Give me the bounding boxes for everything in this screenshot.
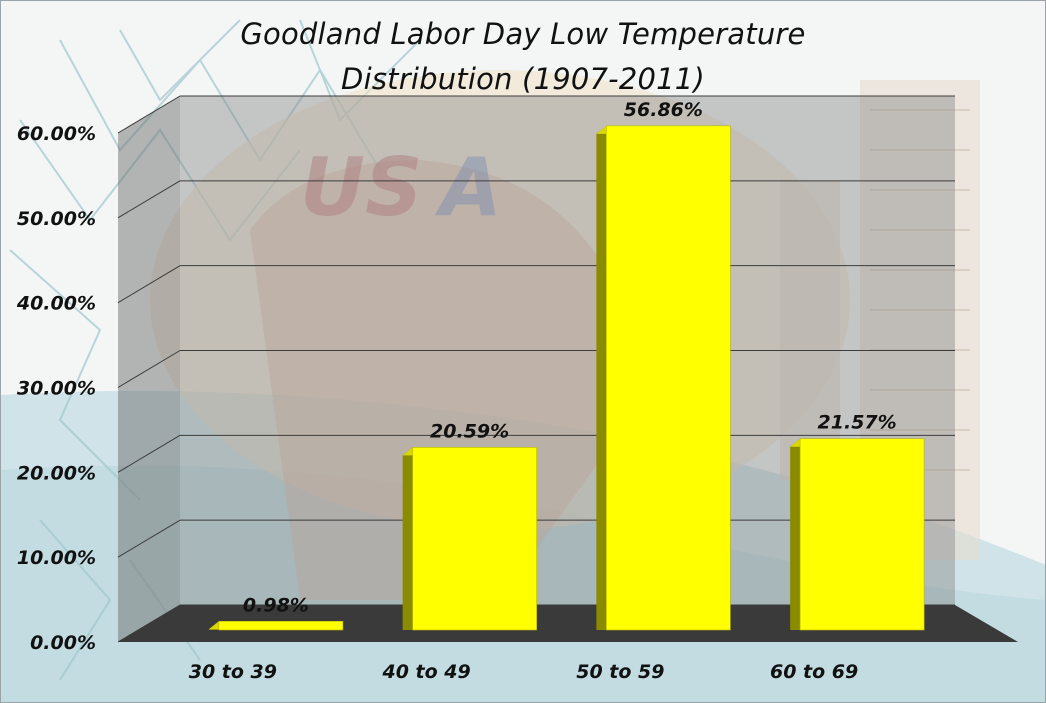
bar (596, 125, 731, 631)
gridline (117, 95, 955, 134)
y-tick-label: 60.00% (17, 123, 96, 145)
bar (402, 447, 537, 631)
svg-text:US: US (300, 141, 423, 234)
chart-title-line-1: Goodland Labor Day Low Temperature (240, 17, 806, 51)
data-label: 0.98% (243, 594, 309, 616)
y-tick-label: 20.00% (17, 462, 96, 484)
x-tick-label: 40 to 49 (382, 661, 471, 683)
bar (208, 621, 344, 631)
y-axis-ticks: 0.00% 10.00% 20.00% 30.00% 40.00% 50.00% 60.00… (16, 123, 96, 654)
y-tick-label: 0.00% (30, 632, 96, 654)
gridline (117, 265, 955, 304)
data-labels: 0.98% 20.59% 56.86% 21.57% (243, 99, 897, 616)
gridline (117, 350, 955, 388)
y-tick-label: 40.00% (16, 293, 96, 315)
y-tick-label: 30.00% (17, 378, 96, 400)
x-tick-label: 30 to 39 (189, 661, 277, 683)
bars (208, 125, 925, 631)
x-axis-ticks: 30 to 39 40 to 49 50 to 59 60 to 69 (189, 661, 859, 683)
svg-text:A: A (434, 141, 502, 234)
data-label: 56.86% (624, 99, 703, 121)
chart-title-line-2: Distribution (1907-2011) (341, 62, 705, 96)
gridline (117, 434, 955, 473)
data-label: 20.59% (430, 420, 509, 442)
data-label: 21.57% (818, 412, 897, 434)
y-tick-label: 10.00% (17, 547, 96, 569)
gridline (117, 180, 955, 219)
x-tick-label: 50 to 59 (576, 661, 664, 683)
y-tick-label: 50.00% (17, 208, 96, 230)
bar (790, 438, 925, 631)
x-tick-label: 60 to 69 (770, 661, 858, 683)
